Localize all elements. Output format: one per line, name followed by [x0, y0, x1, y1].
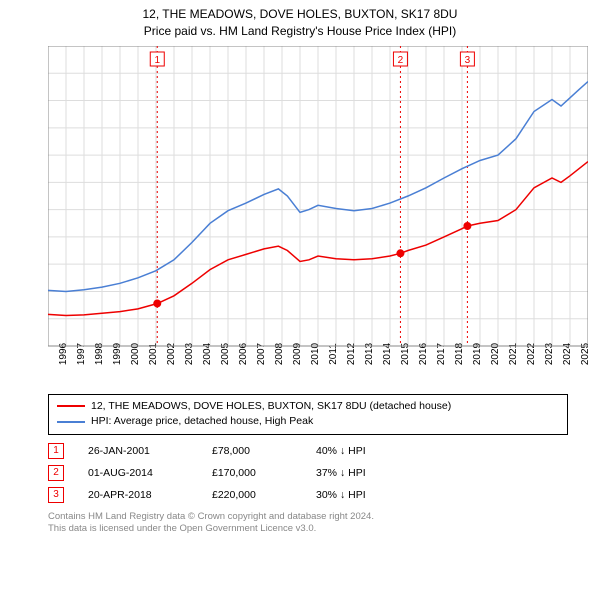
- footnote-line-2: This data is licensed under the Open Gov…: [48, 523, 568, 535]
- title-line-1: 12, THE MEADOWS, DOVE HOLES, BUXTON, SK1…: [0, 6, 600, 23]
- sale-price-2: £170,000: [212, 467, 292, 479]
- chart-title: 12, THE MEADOWS, DOVE HOLES, BUXTON, SK1…: [0, 0, 600, 40]
- legend-label-hpi: HPI: Average price, detached house, High…: [91, 414, 313, 430]
- sales-table: 1 26-JAN-2001 £78,000 40% ↓ HPI 2 01-AUG…: [48, 443, 568, 503]
- sale-pct-1: 40% ↓ HPI: [316, 445, 376, 457]
- sale-row-2: 2 01-AUG-2014 £170,000 37% ↓ HPI: [48, 465, 568, 481]
- chart-container: 12, THE MEADOWS, DOVE HOLES, BUXTON, SK1…: [0, 0, 600, 590]
- sale-date-3: 20-APR-2018: [88, 489, 188, 501]
- title-line-2: Price paid vs. HM Land Registry's House …: [0, 23, 600, 40]
- svg-text:3: 3: [465, 55, 471, 66]
- sale-pct-2: 37% ↓ HPI: [316, 467, 376, 479]
- legend-swatch-hpi: [57, 421, 85, 423]
- svg-text:1: 1: [154, 55, 160, 66]
- sale-marker-2: 2: [48, 465, 64, 481]
- sale-row-3: 3 20-APR-2018 £220,000 30% ↓ HPI: [48, 487, 568, 503]
- svg-text:2: 2: [398, 55, 404, 66]
- sale-price-1: £78,000: [212, 445, 292, 457]
- sale-pct-3: 30% ↓ HPI: [316, 489, 376, 501]
- sale-price-3: £220,000: [212, 489, 292, 501]
- footnote: Contains HM Land Registry data © Crown c…: [48, 511, 568, 536]
- footnote-line-1: Contains HM Land Registry data © Crown c…: [48, 511, 568, 523]
- sale-marker-3: 3: [48, 487, 64, 503]
- legend-label-property: 12, THE MEADOWS, DOVE HOLES, BUXTON, SK1…: [91, 399, 451, 415]
- sale-row-1: 1 26-JAN-2001 £78,000 40% ↓ HPI: [48, 443, 568, 459]
- line-chart-svg: £0£50K£100K£150K£200K£250K£300K£350K£400…: [48, 46, 588, 386]
- legend-swatch-property: [57, 405, 85, 407]
- chart-plot-area: £0£50K£100K£150K£200K£250K£300K£350K£400…: [48, 46, 588, 386]
- legend-box: 12, THE MEADOWS, DOVE HOLES, BUXTON, SK1…: [48, 394, 568, 436]
- sale-marker-1: 1: [48, 443, 64, 459]
- legend-item-property: 12, THE MEADOWS, DOVE HOLES, BUXTON, SK1…: [57, 399, 559, 415]
- sale-date-2: 01-AUG-2014: [88, 467, 188, 479]
- legend-item-hpi: HPI: Average price, detached house, High…: [57, 414, 559, 430]
- sale-date-1: 26-JAN-2001: [88, 445, 188, 457]
